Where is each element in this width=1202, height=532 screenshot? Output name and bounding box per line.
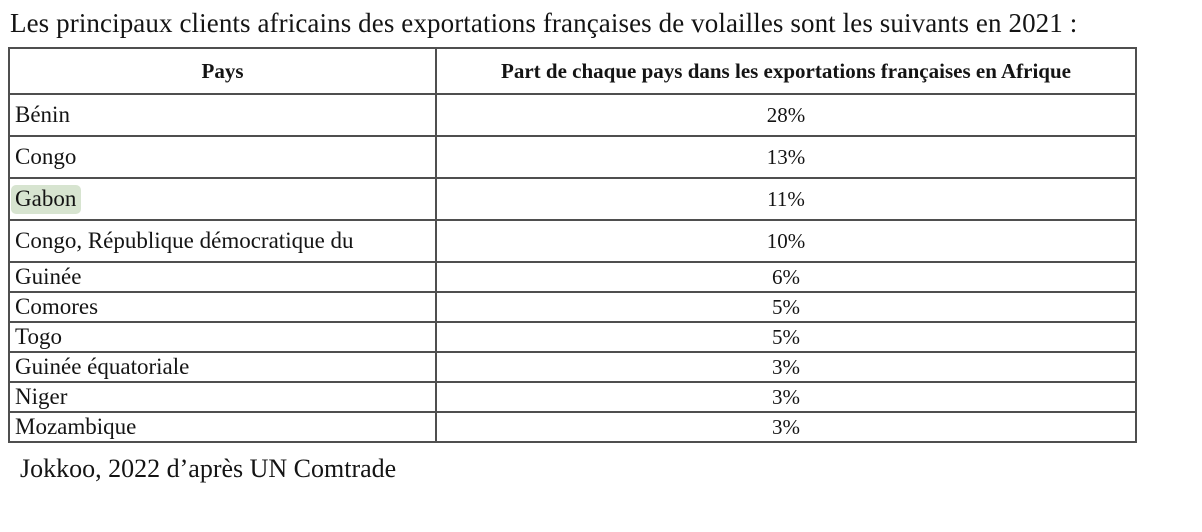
country-label: Guinée équatoriale — [15, 354, 190, 379]
country-cell: Bénin — [8, 93, 437, 137]
source-caption: Jokkoo, 2022 d’après UN Comtrade — [20, 454, 397, 483]
intro-text: Les principaux clients africains des exp… — [10, 8, 1078, 38]
country-label: Congo, République démocratique du — [15, 228, 354, 253]
country-cell: Gabon — [8, 177, 437, 221]
table-header-row: Pays Part de chaque pays dans les export… — [8, 47, 1137, 95]
share-cell: 28% — [435, 93, 1137, 137]
country-cell: Comores — [8, 291, 437, 323]
share-cell: 6% — [435, 261, 1137, 293]
exports-table: Pays Part de chaque pays dans les export… — [8, 47, 1137, 443]
table-row: Bénin 28% — [8, 93, 1137, 137]
share-cell: 5% — [435, 291, 1137, 323]
country-label: Bénin — [15, 102, 70, 127]
country-cell: Congo, République démocratique du — [8, 219, 437, 263]
share-cell: 3% — [435, 411, 1137, 443]
country-label: Niger — [15, 384, 68, 409]
table-row: Guinée équatoriale 3% — [8, 351, 1137, 383]
country-label: Comores — [15, 294, 99, 319]
country-label: Mozambique — [15, 414, 137, 439]
share-cell: 10% — [435, 219, 1137, 263]
country-cell: Niger — [8, 381, 437, 413]
table-row: Guinée 6% — [8, 261, 1137, 293]
document-page: { "document": { "intro": "Les principaux… — [0, 6, 1202, 532]
table-body: Bénin 28% Congo 13% Gabon 11% Congo, Républiqu… — [8, 93, 1137, 443]
table-row: Congo 13% — [8, 135, 1137, 179]
column-header-part: Part de chaque pays dans les exportation… — [435, 47, 1137, 95]
column-header-pays: Pays — [8, 47, 437, 95]
table-row: Niger 3% — [8, 381, 1137, 413]
country-label: Togo — [15, 324, 62, 349]
table-row: Congo, République démocratique du 10% — [8, 219, 1137, 263]
share-cell: 5% — [435, 321, 1137, 353]
country-cell: Togo — [8, 321, 437, 353]
country-cell: Guinée équatoriale — [8, 351, 437, 383]
country-cell: Mozambique — [8, 411, 437, 443]
country-cell: Congo — [8, 135, 437, 179]
table-row: Comores 5% — [8, 291, 1137, 323]
share-cell: 13% — [435, 135, 1137, 179]
share-cell: 3% — [435, 351, 1137, 383]
share-cell: 3% — [435, 381, 1137, 413]
share-cell: 11% — [435, 177, 1137, 221]
table-row: Togo 5% — [8, 321, 1137, 353]
country-label-highlighted: Gabon — [11, 184, 82, 214]
table-row: Mozambique 3% — [8, 411, 1137, 443]
country-cell: Guinée — [8, 261, 437, 293]
country-label: Guinée — [15, 264, 82, 289]
country-label: Congo — [15, 144, 77, 169]
table-row: Gabon 11% — [8, 177, 1137, 221]
